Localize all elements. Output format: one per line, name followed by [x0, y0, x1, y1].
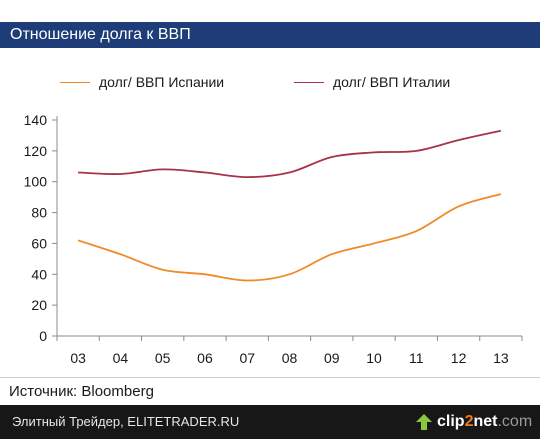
- title-strip: [0, 22, 540, 48]
- x-tick-label: 10: [366, 350, 382, 366]
- legend-item-italy: долг/ ВВП Италии: [290, 73, 520, 91]
- x-tick-label: 06: [197, 350, 213, 366]
- y-tick-label: 120: [24, 143, 48, 159]
- title-bar: Отношение долга к ВВП: [0, 0, 540, 50]
- legend-swatch-spain: [60, 82, 90, 83]
- x-tick-label: 13: [493, 350, 509, 366]
- x-tick-label: 03: [70, 350, 86, 366]
- y-tick-label: 140: [24, 112, 48, 128]
- brand-part-3: net: [473, 413, 498, 430]
- legend-label-spain: долг/ ВВП Испании: [99, 74, 225, 90]
- footer-bar: Элитный Трейдер, ELITETRADER.RU clip2net…: [0, 405, 540, 439]
- y-tick-label: 40: [31, 266, 47, 282]
- series-line-spain: [77, 193, 502, 282]
- chart-series: [77, 129, 502, 282]
- x-tick-label: 09: [324, 350, 340, 366]
- chart-title: Отношение долга к ВВП: [10, 26, 191, 43]
- brand-part-4: .com: [497, 413, 533, 430]
- line-chart: 0 20 40 60 80 100 120 140 03 04 05 06 07 08 09 10 11 12 13: [24, 112, 523, 366]
- source-divider: [0, 377, 540, 378]
- series-line-italy: [78, 129, 502, 178]
- x-tick-label: 11: [409, 350, 424, 366]
- x-tick-label: 04: [113, 350, 129, 366]
- y-tick-label: 80: [31, 205, 47, 221]
- x-tick-label: 12: [451, 350, 467, 366]
- chart-axes: 0 20 40 60 80 100 120 140 03 04 05 06 07 08 09 10 11 12 13: [24, 112, 523, 366]
- source-note: Источник: Bloomberg: [9, 383, 154, 400]
- upload-arrow-icon: [416, 414, 432, 430]
- legend-item-spain: долг/ ВВП Испании: [50, 73, 280, 91]
- x-tick-label: 08: [282, 350, 298, 366]
- y-tick-label: 0: [39, 328, 47, 344]
- clip2net-logo: clip2net.com: [415, 411, 533, 433]
- y-tick-label: 60: [31, 235, 47, 251]
- y-tick-label: 20: [31, 297, 47, 313]
- x-tick-label: 07: [239, 350, 255, 366]
- footer-caption: Элитный Трейдер, ELITETRADER.RU: [12, 414, 240, 429]
- brand-part-1: clip: [437, 413, 465, 430]
- x-tick-label: 05: [155, 350, 171, 366]
- legend-swatch-italy: [294, 82, 324, 83]
- y-tick-label: 100: [24, 174, 48, 190]
- brand-part-2: 2: [464, 413, 474, 430]
- legend-label-italy: долг/ ВВП Италии: [333, 74, 451, 90]
